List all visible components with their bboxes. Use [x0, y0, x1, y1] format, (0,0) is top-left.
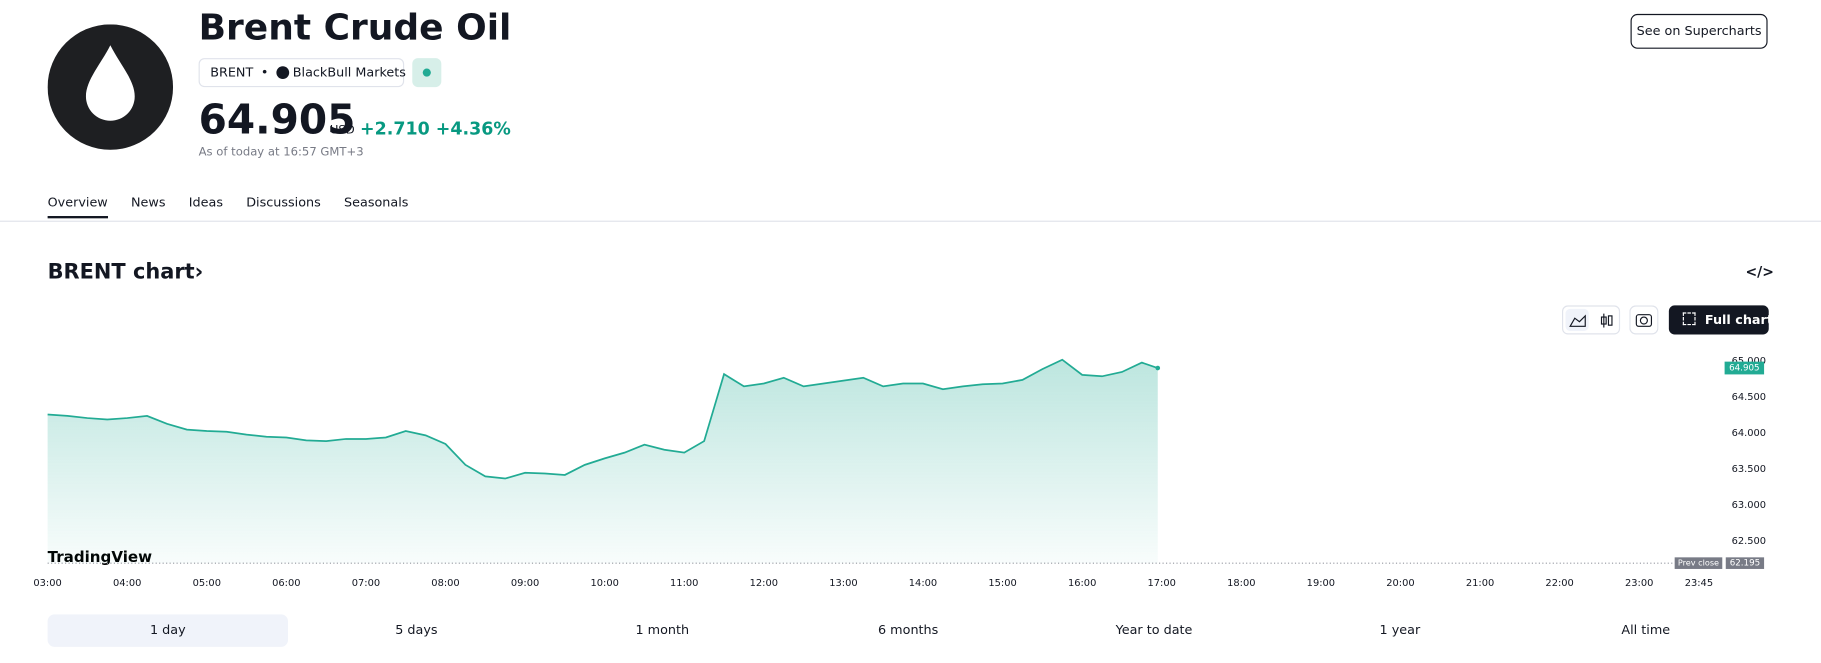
divider [0, 220, 1821, 222]
y-tick-label: 63.500 [1732, 464, 1767, 475]
x-tick-label: 15:00 [988, 578, 1016, 589]
x-tick-label: 20:00 [1386, 578, 1414, 589]
change: +2.710 +4.36% [360, 118, 511, 139]
range-bar: 1 day 5 days 1 month 6 months Year to date 1 … [47, 614, 1769, 647]
tab[interactable]: Overview [47, 195, 108, 219]
range-button[interactable]: 6 months [877, 622, 939, 638]
supercharts-button[interactable]: See on Supercharts [1630, 13, 1768, 49]
x-tick-label: 19:00 [1307, 578, 1335, 589]
range-button[interactable]: 1 year [1379, 622, 1421, 638]
prev-close-value: 62.195 [1730, 559, 1760, 569]
x-tick-label: 09:00 [511, 578, 539, 589]
change-pct: +4.36% [435, 118, 511, 140]
x-tick-label: 14:00 [909, 578, 937, 589]
chart-style-toggle[interactable] [1562, 305, 1621, 335]
last-point [1155, 365, 1161, 371]
x-tick-label: 05:00 [193, 578, 221, 589]
status-button[interactable] [412, 58, 442, 88]
x-tick-label: 03:00 [33, 578, 61, 589]
tab[interactable]: News [130, 195, 166, 211]
symbol: BRENT [210, 65, 254, 81]
exchange: BlackBull Markets [292, 65, 406, 81]
x-tick-label: 21:00 [1466, 578, 1494, 589]
x-tick-label: 11:00 [670, 578, 698, 589]
embed-icon[interactable]: </> [1745, 263, 1774, 280]
y-tick-label: 63.000 [1732, 500, 1767, 511]
tab[interactable]: Discussions [246, 195, 321, 211]
y-tick-label: 64.000 [1732, 428, 1767, 439]
range-button[interactable]: 5 days [395, 622, 438, 638]
tab[interactable]: Seasonals [344, 195, 409, 211]
section-title[interactable]: BRENT chart› [47, 260, 204, 285]
x-tick-label: 07:00 [352, 578, 380, 589]
range-button[interactable]: Year to date [1115, 622, 1193, 638]
currency: USD [329, 124, 355, 138]
x-tick-label: 13:00 [829, 578, 857, 589]
prev-close-tag [1674, 557, 1723, 569]
x-tick-label: 06:00 [272, 578, 300, 589]
x-tick-label: 10:00 [590, 578, 618, 589]
x-tick-label: 08:00 [431, 578, 459, 589]
section-title-text: BRENT chart [47, 260, 195, 285]
price-line [47, 358, 1159, 480]
tabs: Overview News Ideas Discussions Seasonals [47, 195, 432, 219]
x-tick-label: 23:45 [1685, 578, 1713, 589]
full-chart-button[interactable]: Full chart [1668, 305, 1773, 335]
x-tick-label: 18:00 [1227, 578, 1255, 589]
y-tick-label: 62.500 [1732, 536, 1767, 547]
x-tick-label: 16:00 [1068, 578, 1096, 589]
range-button[interactable]: 1 month [635, 622, 690, 638]
last-price-label: 64.905 [1729, 364, 1759, 374]
x-tick-label: 04:00 [113, 578, 141, 589]
tab[interactable]: Ideas [188, 195, 223, 211]
area-fill [47, 359, 1158, 564]
x-tick-label: 23:00 [1625, 578, 1653, 589]
full-chart-label: Full chart [1704, 312, 1773, 328]
price: 64.905 [198, 97, 356, 145]
as-of: As of today at 16:57 GMT+3 [198, 146, 364, 160]
snapshot-button[interactable] [1629, 305, 1659, 335]
title: Brent Crude Oil [198, 6, 512, 49]
range-button[interactable]: 1 day [47, 614, 289, 647]
x-tick-label: 12:00 [750, 578, 778, 589]
logo [47, 24, 174, 150]
prev-close-label: Prev close [1678, 558, 1719, 568]
range-button[interactable]: All time [1621, 622, 1671, 638]
prev-close-value-tag [1725, 557, 1765, 569]
y-tick-label: 64.500 [1732, 392, 1767, 403]
x-tick-label: 22:00 [1545, 578, 1573, 589]
change-abs: +2.710 [360, 118, 430, 140]
x-tick-label: 17:00 [1148, 578, 1176, 589]
last-price-tag [1724, 361, 1765, 375]
